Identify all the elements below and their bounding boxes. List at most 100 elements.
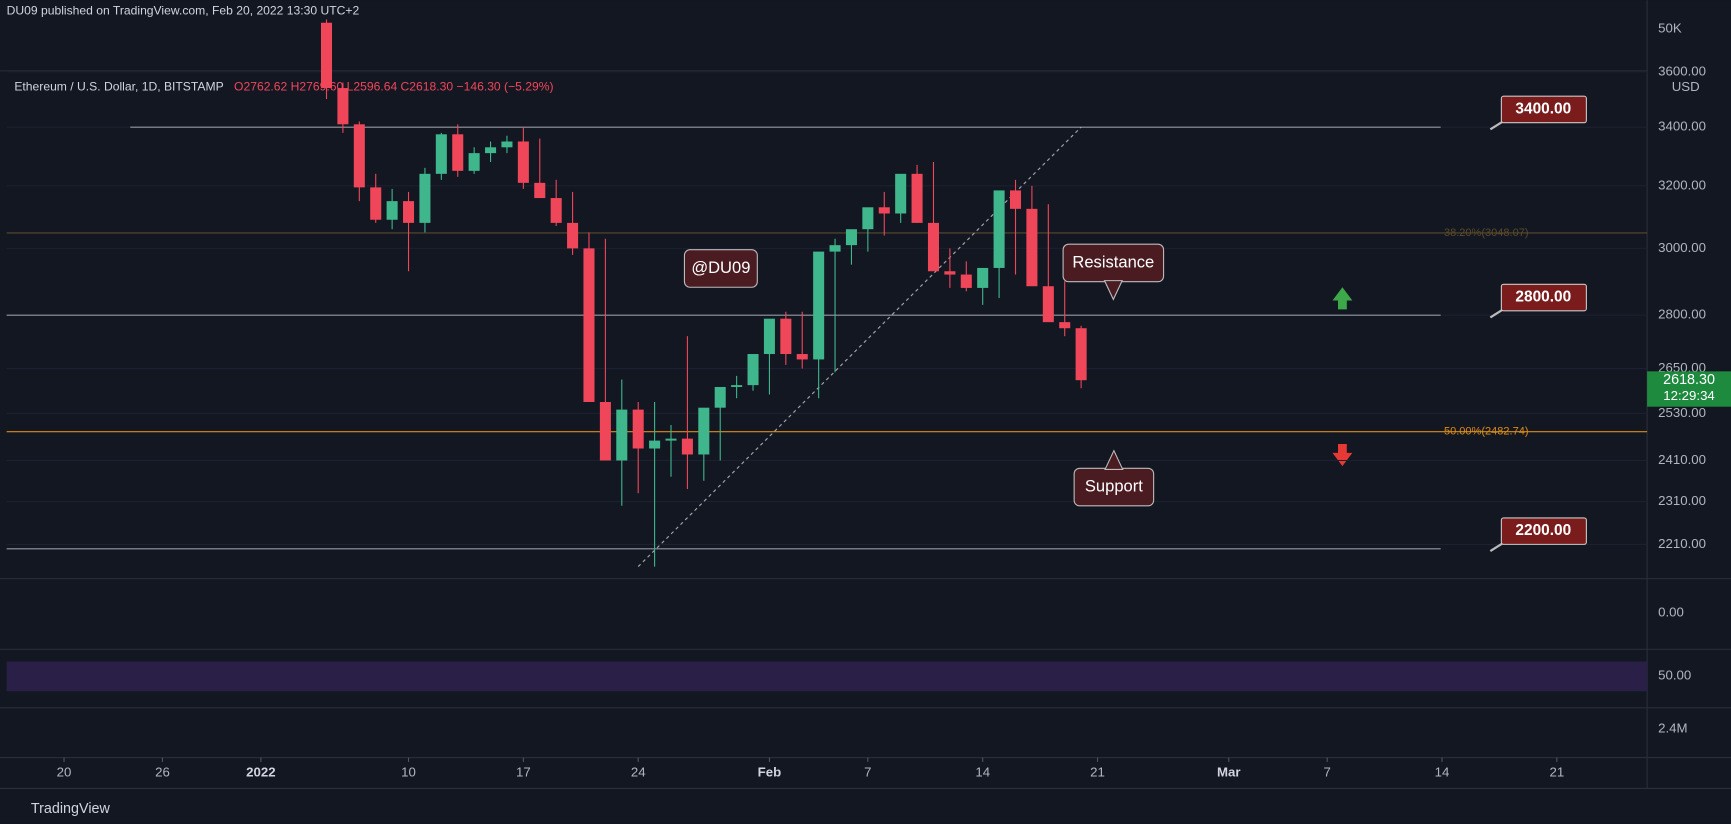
candle-body <box>1042 286 1054 323</box>
candle-body <box>763 318 775 355</box>
candle-body <box>649 440 661 449</box>
candle-body <box>583 248 595 403</box>
candle-body <box>468 153 480 171</box>
candle-body <box>370 187 382 220</box>
y-tick-label: 2410.00 <box>1658 452 1706 467</box>
candle-body <box>337 88 349 125</box>
rsi-band <box>6 661 1648 692</box>
x-tick-label: 26 <box>155 764 170 779</box>
candle-body <box>1059 322 1071 329</box>
candle-body <box>780 318 792 355</box>
candle-body <box>977 267 989 288</box>
y-tick-label: 2530.00 <box>1658 405 1706 420</box>
brand: TradingView <box>31 801 111 817</box>
fib-label: 50.00%(2482.74) <box>1444 426 1529 438</box>
ohlc: O2762.62 H2769.60 L2596.64 C2618.30 −146… <box>234 80 554 94</box>
candle-body <box>1009 190 1022 209</box>
y-tick-label: 2800.00 <box>1658 307 1706 322</box>
resistance-pointer <box>1103 280 1124 301</box>
candle-body <box>665 438 677 441</box>
author-box <box>683 249 758 288</box>
y-tick-label: 3000.00 <box>1658 240 1706 255</box>
candle-body <box>845 229 857 246</box>
x-tick-label: 14 <box>1435 764 1450 779</box>
x-tick-label: Feb <box>758 764 782 779</box>
candle-body <box>320 22 333 89</box>
candle-body <box>419 173 431 223</box>
candle-body <box>599 402 611 461</box>
candle-body <box>895 173 907 214</box>
last-price: 2618.30 <box>1663 372 1715 388</box>
candle-body <box>452 134 464 171</box>
obv-tick: 2.4M <box>1658 720 1687 735</box>
x-tick-label: 2022 <box>246 764 275 779</box>
callout-label: 2200.00 <box>1515 522 1571 539</box>
y-tick-label: 2310.00 <box>1658 493 1706 508</box>
up-arrow <box>1332 287 1353 310</box>
author-label: @DU09 <box>691 258 750 277</box>
y-tick-label: 3400.00 <box>1658 119 1706 134</box>
candle-body <box>534 182 546 199</box>
candle-body <box>813 251 825 360</box>
fib-label: 38.20%(3048.07) <box>1444 227 1529 239</box>
candle-body <box>862 207 874 230</box>
candle-body <box>435 134 447 174</box>
candle-body <box>944 271 956 275</box>
y-tick-label: 2650.00 <box>1658 360 1706 375</box>
x-tick-label: 21 <box>1090 764 1105 779</box>
macd-tick: 0.00 <box>1658 604 1684 619</box>
x-tick-label: 21 <box>1549 764 1564 779</box>
candle-body <box>993 190 1005 268</box>
candle-body <box>747 354 759 386</box>
candle-body <box>731 385 743 387</box>
candle-body <box>878 207 890 214</box>
x-tick-label: 14 <box>975 764 990 779</box>
x-tick-label: 24 <box>631 764 646 779</box>
candle-body <box>698 407 710 455</box>
volume-tick: 50K <box>1658 20 1682 35</box>
x-tick-label: 7 <box>1324 764 1331 779</box>
candle-body <box>386 201 398 220</box>
last-price-tag <box>1647 371 1731 407</box>
candle-body <box>1075 328 1087 381</box>
candle-body <box>714 386 726 408</box>
resistance-label: Resistance <box>1072 252 1154 271</box>
candle-body <box>567 222 579 249</box>
callout-box <box>1500 517 1587 545</box>
candle-body <box>517 141 529 183</box>
candle-body <box>632 409 644 449</box>
support-label: Support <box>1085 476 1143 495</box>
callout-box <box>1500 95 1587 124</box>
y-tick-label: 3600.00 <box>1658 63 1706 78</box>
countdown: 12:29:34 <box>1663 388 1715 403</box>
x-tick-label: Mar <box>1217 764 1241 779</box>
candle-body <box>960 274 972 288</box>
candle-body <box>403 201 415 223</box>
down-arrow <box>1332 444 1353 467</box>
x-tick-label: 20 <box>57 764 72 779</box>
symbol: Ethereum / U.S. Dollar, 1D, BITSTAMP <box>14 80 223 94</box>
x-tick-label: 17 <box>516 764 531 779</box>
trendline <box>637 126 1082 567</box>
candle-body <box>353 124 365 188</box>
x-tick-label: 10 <box>401 764 416 779</box>
y-tick-label: 3200.00 <box>1658 177 1706 192</box>
candle-body <box>501 141 513 148</box>
candle-body <box>796 354 808 360</box>
callout-label: 3400.00 <box>1515 101 1571 118</box>
callout-label: 2800.00 <box>1515 289 1571 306</box>
candle-body <box>550 198 562 223</box>
x-tick-label: 7 <box>864 764 871 779</box>
callout-box <box>1500 283 1587 312</box>
candle-body <box>681 438 693 455</box>
candle-body <box>911 173 923 223</box>
y-tick-label: 2210.00 <box>1658 536 1706 551</box>
support-pointer <box>1104 449 1124 470</box>
candle-body <box>829 245 841 252</box>
candle-body <box>616 409 628 461</box>
published: DU09 published on TradingView.com, Feb 2… <box>7 3 360 17</box>
candle-body <box>485 147 497 154</box>
